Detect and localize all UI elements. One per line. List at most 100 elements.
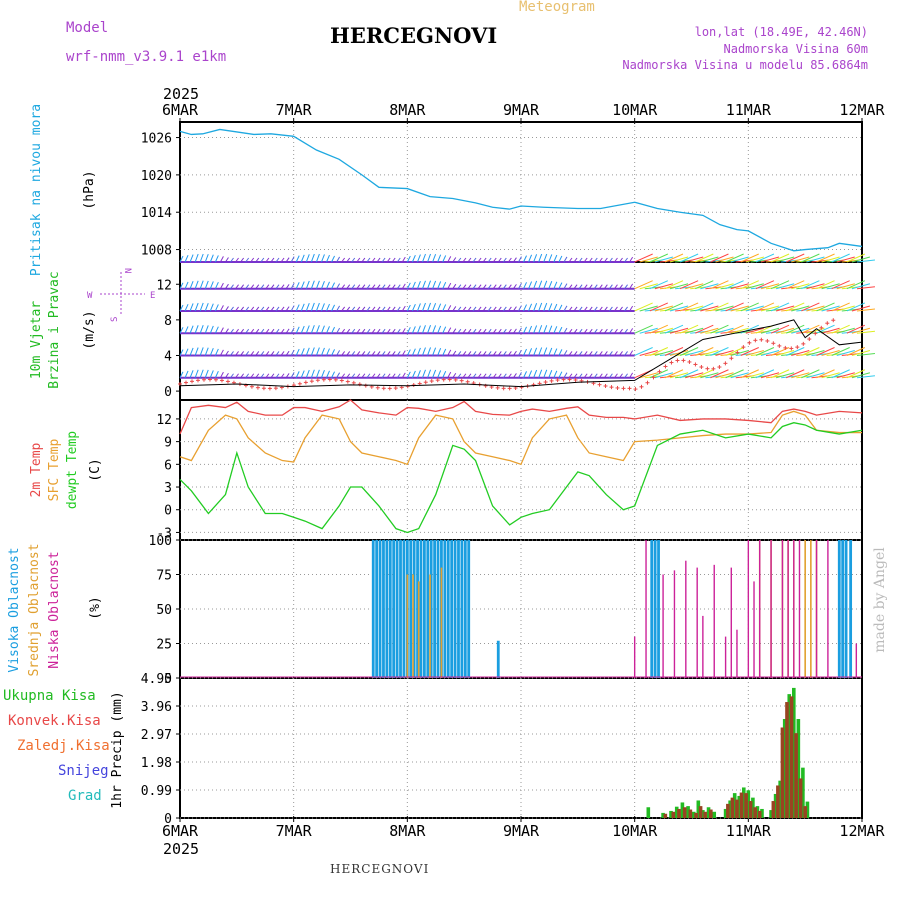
conv-rain-bar	[780, 727, 785, 818]
dew-label: dewpt Temp	[65, 431, 80, 509]
conv-rain-bar	[682, 807, 687, 818]
high-cloud-bar	[409, 540, 413, 678]
wind-barb-row	[179, 324, 876, 335]
total-rain-bar	[769, 810, 773, 818]
y-tick-label: 0	[164, 385, 172, 400]
mid-cloud-bar	[417, 581, 420, 678]
conv-rain-bar	[677, 808, 681, 818]
y-tick-label: 4.95	[141, 672, 172, 687]
low-cloud-bar	[759, 540, 761, 678]
high-cloud-bar	[392, 540, 396, 678]
high-cloud-bar	[419, 540, 423, 678]
high-cloud-bar	[446, 540, 450, 678]
total-rain-bar	[782, 719, 787, 818]
high-cloud-bar	[429, 540, 433, 678]
conv-rain-bar	[739, 792, 744, 818]
y-tick-label: 8	[164, 314, 172, 329]
wind-gust-marks	[178, 318, 836, 392]
low-cloud-bar	[730, 567, 732, 678]
wind-barb-row	[179, 302, 876, 312]
t2m-line	[179, 399, 863, 435]
sfc-temp-line	[179, 410, 862, 466]
high-cloud-bar	[416, 540, 419, 678]
pressure-line	[179, 128, 863, 252]
conv-rain-bar	[730, 797, 735, 818]
total-rain-bar	[755, 806, 760, 818]
total-rain-bar	[646, 807, 651, 818]
legend-conv-rain: Konvek.Kisa	[8, 713, 101, 729]
total-rain-bar	[696, 800, 701, 818]
time-label-top: 10MAR	[612, 101, 658, 119]
conv-rain-bar	[748, 801, 753, 818]
conv-rain-bar	[753, 807, 757, 818]
high-cloud-bar	[422, 540, 426, 678]
total-rain-bar	[751, 797, 755, 818]
conv-rain-bar	[663, 813, 668, 818]
total-rain-bar	[732, 793, 737, 818]
total-rain-bar	[669, 810, 673, 818]
y-tick-label: 50	[156, 603, 172, 618]
cloud-unit-label: (%)	[88, 596, 103, 619]
y-tick-label: 4	[164, 349, 172, 364]
y-tick-label: 75	[156, 569, 172, 584]
total-rain-bar	[801, 767, 805, 818]
conv-rain-bar	[803, 806, 807, 818]
wind-series-label-2: Brzina i Pravac	[47, 271, 62, 388]
total-rain-bar	[787, 694, 792, 818]
low-cloud-bar	[855, 643, 858, 678]
time-label-bottom: 12MAR	[839, 822, 885, 840]
elevation-label: Nadmorska Visina 60m	[723, 42, 869, 56]
wind-barb-row	[179, 347, 876, 357]
compass-w: W	[87, 291, 93, 301]
conv-rain-bar	[709, 809, 713, 818]
total-rain-bar	[737, 795, 742, 818]
wind-barb-row	[179, 253, 876, 263]
mid-cloud-bar	[440, 567, 443, 678]
y-tick-label: 3	[164, 481, 172, 496]
time-label-bottom: 9MAR	[503, 822, 540, 840]
high-cloud-bar	[402, 540, 406, 678]
footer-station: HERCEGNOVI	[330, 862, 430, 876]
high-cloud-bar	[450, 540, 454, 678]
mid-cloud-bar	[429, 574, 431, 678]
high-cloud-bar	[453, 540, 457, 678]
time-label-top: 11MAR	[726, 101, 772, 119]
low-cloud-label: Niska Oblacnost	[47, 551, 62, 668]
y-tick-label: 1014	[141, 206, 172, 221]
conv-rain-bar	[703, 811, 707, 818]
y-tick-label: 2.97	[141, 728, 172, 743]
total-rain-bar	[741, 787, 746, 818]
model-elevation-label: Nadmorska Visina u modelu 85.6864m	[622, 58, 868, 72]
conv-rain-bar	[671, 811, 676, 818]
compass-e: E	[150, 291, 155, 301]
pressure-unit-label: (hPa)	[82, 170, 97, 209]
time-label-bottom: 6MAR	[162, 822, 199, 840]
time-label-top: 8MAR	[389, 101, 426, 119]
total-rain-bar	[773, 793, 778, 818]
y-tick-label: 1.98	[141, 756, 172, 771]
time-label-top: 12MAR	[839, 101, 885, 119]
conv-rain-bar	[688, 809, 693, 818]
high-cloud-bar	[841, 540, 845, 678]
dewpoint-line	[179, 422, 863, 534]
pressure-series-label: Pritisak na nivou mora	[29, 104, 44, 276]
high-cloud-bar	[412, 540, 416, 678]
station-title: HERCEGNOVI	[330, 23, 498, 48]
conv-rain-bar	[744, 793, 748, 818]
mid-cloud-bar	[804, 540, 806, 678]
sfc-label: SFC Temp	[47, 439, 62, 502]
time-label-bottom: 10MAR	[612, 822, 658, 840]
low-cloud-bar	[815, 540, 818, 678]
high-cloud-bar	[457, 540, 460, 678]
high-cloud-bar	[844, 540, 848, 678]
legend-frozen-rain: Zaledj.Kisa	[17, 738, 110, 754]
y-tick-label: 1008	[141, 244, 172, 259]
high-cloud-bar	[375, 540, 379, 678]
conv-rain-bar	[794, 733, 798, 818]
y-tick-label: 0	[164, 812, 172, 827]
mid-cloud-bar	[810, 540, 812, 678]
high-cloud-bar	[426, 540, 430, 678]
high-cloud-bar	[657, 540, 660, 678]
high-cloud-bar	[371, 540, 375, 678]
